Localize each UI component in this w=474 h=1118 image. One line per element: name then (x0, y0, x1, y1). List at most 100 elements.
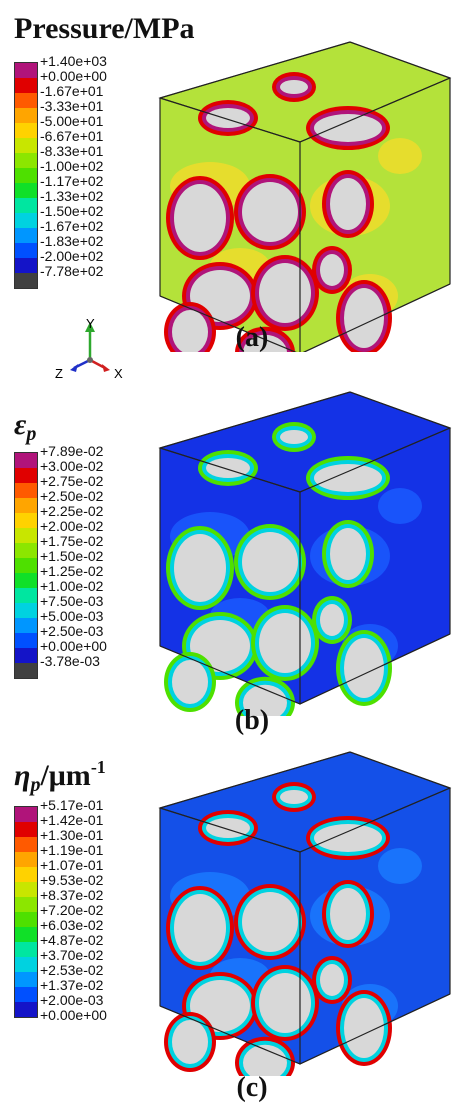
legend-label: -5.00e+01 (40, 113, 104, 129)
caption-b: (b) (234, 705, 270, 736)
legend-label: +5.17e-01 (40, 797, 104, 813)
legend-swatch (15, 498, 37, 513)
contour-patch (378, 138, 422, 174)
cube-edge (159, 447, 301, 493)
title-unit: /μm (40, 759, 91, 792)
legend-label: +2.25e-02 (40, 503, 104, 519)
legend-swatch (15, 897, 37, 912)
legend-swatch (15, 573, 37, 588)
legend-labels: +5.17e-01 +1.42e-01 +1.30e-01 +1.19e-01 +1.0… (40, 798, 107, 1023)
particle (206, 818, 250, 838)
particle (314, 824, 382, 852)
legend-label: +1.30e-01 (40, 827, 104, 843)
cube-edge (302, 283, 451, 352)
cube-group (158, 41, 452, 352)
particle (243, 1044, 287, 1076)
legend-label: +1.25e-02 (40, 563, 104, 579)
particle (280, 80, 308, 94)
legend-swatch (15, 63, 37, 78)
particle (344, 998, 384, 1058)
title-plastic-strain: εp (14, 410, 36, 445)
particle (259, 263, 311, 323)
legend-label: +2.53e-02 (40, 962, 104, 978)
legend-label: +0.00e+00 (40, 1007, 107, 1023)
legend-swatch (15, 987, 37, 1002)
legend-swatch (15, 453, 37, 468)
particle (242, 892, 298, 952)
axes-origin (87, 357, 93, 363)
particle (314, 114, 382, 142)
legend-label: +1.40e+03 (40, 53, 107, 69)
legend-label: -7.78e+02 (40, 263, 104, 279)
cube-edge (349, 41, 451, 79)
legend-label: +1.37e-02 (40, 977, 104, 993)
legend-label: -1.33e+02 (40, 188, 104, 204)
legend-swatch (15, 927, 37, 942)
y-axis-label: Y (86, 318, 95, 331)
legend-swatch (15, 663, 37, 678)
title-unit-sup: -1 (90, 757, 106, 777)
caption-c: (c) (236, 1072, 268, 1103)
legend-swatch (15, 837, 37, 852)
legend-label: +5.00e-03 (40, 608, 104, 624)
particle (280, 430, 308, 444)
cube-edge (159, 751, 351, 809)
caption-a: (a) (235, 322, 269, 353)
legend-label: +2.75e-02 (40, 473, 104, 489)
cube-edge (159, 1005, 301, 1065)
legend-label: +4.87e-02 (40, 932, 104, 948)
legend-label: +7.89e-02 (40, 443, 104, 459)
particle (243, 684, 287, 716)
legend-swatch (15, 468, 37, 483)
particle (330, 528, 366, 580)
x-axis-label: X (114, 366, 123, 381)
legend-label: -1.50e+02 (40, 203, 104, 219)
legend-label: +3.00e-02 (40, 458, 104, 474)
contour-patch (378, 488, 422, 524)
legend-label: +1.75e-02 (40, 533, 104, 549)
legend-swatch (15, 648, 37, 663)
legend-swatch (15, 867, 37, 882)
particle (206, 458, 250, 478)
legend-swatch (15, 912, 37, 927)
contour-patch (378, 848, 422, 884)
legend-label: +6.03e-02 (40, 917, 104, 933)
legend-swatch (15, 822, 37, 837)
cube-edge (299, 787, 451, 853)
legend-swatch (15, 972, 37, 987)
legend-label: -2.00e+02 (40, 248, 104, 264)
particle (259, 973, 311, 1033)
cube-edge (159, 645, 301, 705)
particle (320, 254, 344, 286)
cube-group (158, 751, 452, 1076)
legend-label: +3.70e-02 (40, 947, 104, 963)
particle (330, 888, 366, 940)
legend-swatch (15, 273, 37, 288)
legend-swatch (15, 882, 37, 897)
legend-swatch (15, 258, 37, 273)
legend-swatch (15, 633, 37, 648)
legend-swatch (15, 93, 37, 108)
cube-edge (299, 633, 451, 705)
z-axis-arrowhead (70, 364, 78, 372)
cube-edge (159, 41, 351, 99)
legend-label: -3.78e-03 (40, 653, 100, 669)
particle (242, 532, 298, 592)
title-eta-sub: p (30, 774, 41, 796)
legend-swatch (15, 228, 37, 243)
legend-label: +2.50e-02 (40, 488, 104, 504)
legend-swatch (15, 123, 37, 138)
legend-label: -1.83e+02 (40, 233, 104, 249)
legend-swatch (15, 603, 37, 618)
cube-contour-pressure (158, 41, 452, 352)
legend-labels: +7.89e-02 +3.00e-02 +2.75e-02 +2.50e-02 +2.2… (40, 444, 107, 669)
particle (344, 638, 384, 698)
cube-edge (159, 807, 301, 853)
particle (320, 604, 344, 636)
legend-swatch (15, 108, 37, 123)
legend-swatch (15, 852, 37, 867)
legend-label: -1.67e+02 (40, 218, 104, 234)
legend-label: +2.50e-03 (40, 623, 104, 639)
particle (172, 1020, 208, 1064)
legend-swatches (14, 62, 38, 289)
